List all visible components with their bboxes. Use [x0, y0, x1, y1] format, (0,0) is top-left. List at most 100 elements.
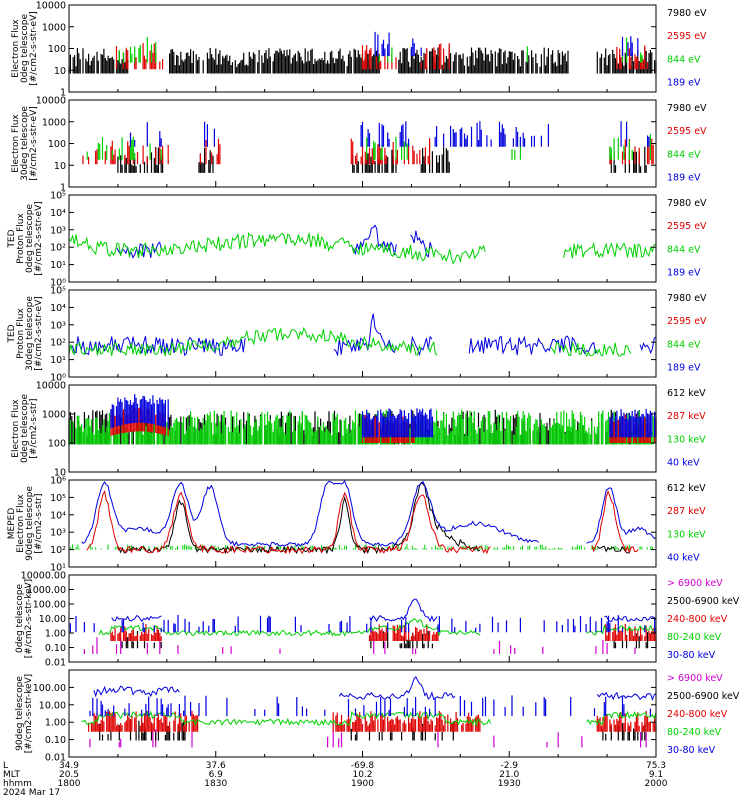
- y-axis-label: 0deg telescope: [25, 204, 35, 274]
- y-axis-label: Proton Flux: [16, 308, 26, 359]
- series-spikes: [374, 31, 639, 57]
- y-tick-label: 1000.00: [27, 585, 66, 596]
- footer-l-value: -2.9: [500, 761, 518, 771]
- y-tick-label: 0.01: [45, 753, 66, 764]
- series-8-5: [93, 676, 657, 701]
- legend-entry: 7980 eV: [667, 103, 707, 114]
- y-axis-label: Electron Flux: [16, 494, 26, 553]
- y-axis-label: MEPED: [7, 508, 17, 540]
- y-tick-label: 10.00: [39, 614, 66, 625]
- series-7-4: [98, 617, 657, 637]
- series-spikes: [83, 637, 636, 654]
- y-axis-label: [#/cm2-s-str]: [34, 493, 44, 553]
- series-line: [98, 617, 657, 637]
- y-tick-label: 10⁴: [50, 510, 66, 521]
- y-tick-label: 100: [48, 439, 66, 450]
- series-spikes: [69, 614, 656, 633]
- footer-row-label: hhmm: [3, 779, 32, 789]
- y-axis-label: [#/cm2-s-str-eV]: [29, 11, 39, 86]
- legend-entry: 80-240 keV: [667, 632, 722, 643]
- footer-hhmm-value: 2000: [645, 779, 668, 789]
- series-7-6: [69, 614, 656, 633]
- footer-mlt-value: 6.9: [209, 770, 224, 780]
- footer-mlt-value: 9.1: [649, 770, 663, 780]
- footer-hhmm-value: 1900: [351, 779, 374, 789]
- y-tick-label: 10⁵: [50, 191, 66, 202]
- panel-8: 0.01 0.10 1.00 10.00 100.00 90deg telescope [#…: [15, 669, 740, 764]
- panel-5: 10 100 1000 10000 Electron Flux 0deg telescop…: [11, 381, 706, 479]
- y-tick-label: 10.00: [39, 700, 66, 711]
- y-tick-label: 10³: [50, 225, 66, 236]
- y-tick-label: 1000: [42, 117, 66, 128]
- panel-6: 10¹ 10² 10³ 10⁴ 10⁵ 10⁶ MEPED Electron Flux 90de…: [7, 476, 706, 574]
- y-tick-label: 100: [48, 139, 66, 150]
- panel-1: 1 10 100 1000 10000 Electron Flux 0deg telesco…: [11, 1, 707, 99]
- legend-entry: 844 eV: [667, 339, 701, 350]
- y-axis-label: 90deg telescope: [25, 486, 35, 561]
- panel-frame: [68, 194, 657, 283]
- legend-entry: 189 eV: [667, 267, 701, 278]
- series-6-4: [81, 480, 657, 548]
- series-7-3: [110, 623, 657, 641]
- series-spikes: [89, 726, 647, 748]
- y-tick-label: 10: [54, 66, 66, 77]
- y-axis-label: 0deg telescope: [20, 14, 30, 84]
- y-tick-label: 10000: [36, 381, 66, 392]
- series-8-4: [81, 710, 657, 727]
- series-7-5: [111, 598, 657, 623]
- legend-entry: 2500-6900 keV: [667, 691, 740, 702]
- y-axis-label: TED: [7, 324, 17, 343]
- legend-entry: 189 eV: [667, 172, 701, 183]
- legend-entry: 844 eV: [667, 149, 701, 160]
- series-line: [116, 224, 433, 259]
- series-7-2: [121, 630, 657, 649]
- y-tick-label: 10⁶: [50, 476, 66, 487]
- legend-entry: 612 keV: [667, 483, 706, 494]
- legend-entry: > 6900 keV: [667, 673, 723, 684]
- y-tick-label: 10⁰: [50, 373, 66, 384]
- series-spikes: [110, 394, 657, 438]
- footer-hhmm-value: 1800: [58, 779, 81, 789]
- footer-mlt-value: 10.2: [352, 770, 372, 780]
- series-5-4: [110, 394, 657, 438]
- legend-entry: 240-800 keV: [667, 709, 728, 720]
- legend-entry: 189 eV: [667, 77, 701, 88]
- footer-l-value: 34.9: [59, 761, 79, 771]
- footer-mlt-value: 21.0: [499, 770, 519, 780]
- legend-entry: 844 eV: [667, 244, 701, 255]
- y-tick-label: 10: [54, 161, 66, 172]
- panel-2: 1 10 100 1000 10000 Electron Flux 30deg telesc…: [11, 96, 707, 194]
- y-axis-label: Proton Flux: [16, 213, 26, 264]
- y-axis-label: [#/cm2-s-str-eV]: [34, 296, 44, 371]
- y-tick-label: 1.00: [45, 629, 66, 640]
- series-1-4: [374, 31, 639, 57]
- y-tick-label: 10²: [50, 545, 66, 556]
- series-line: [111, 598, 657, 623]
- series-line: [81, 480, 657, 548]
- panel-frame: [68, 289, 657, 378]
- footer-row-label: MLT: [3, 770, 21, 780]
- y-tick-label: 10⁵: [50, 286, 66, 297]
- y-axis-label: 0deg telescope: [20, 394, 30, 464]
- legend-entry: 80-240 keV: [667, 727, 722, 738]
- y-tick-label: 100: [48, 44, 66, 55]
- y-axis-label: 30deg telescope: [20, 106, 30, 181]
- y-tick-label: 10¹: [50, 355, 66, 366]
- y-tick-label: 1000: [42, 22, 66, 33]
- legend-entry: 40 keV: [667, 552, 700, 563]
- series-3-1: [116, 224, 433, 259]
- y-axis-label: [#/cm2-s-str-eV]: [29, 106, 39, 181]
- y-tick-label: 10000: [36, 1, 66, 12]
- y-tick-label: 1: [60, 183, 66, 194]
- legend-entry: 7980 eV: [667, 293, 707, 304]
- y-axis-label: 0deg telescope: [15, 584, 25, 654]
- series-3-2: [68, 232, 657, 265]
- series-1-2: [115, 43, 649, 70]
- legend-entry: 287 keV: [667, 411, 706, 422]
- series-8-1: [89, 726, 647, 748]
- y-tick-label: 100.00: [33, 600, 66, 611]
- y-tick-label: 10⁵: [50, 493, 66, 504]
- series-spikes: [89, 695, 651, 717]
- y-tick-label: 10³: [50, 320, 66, 331]
